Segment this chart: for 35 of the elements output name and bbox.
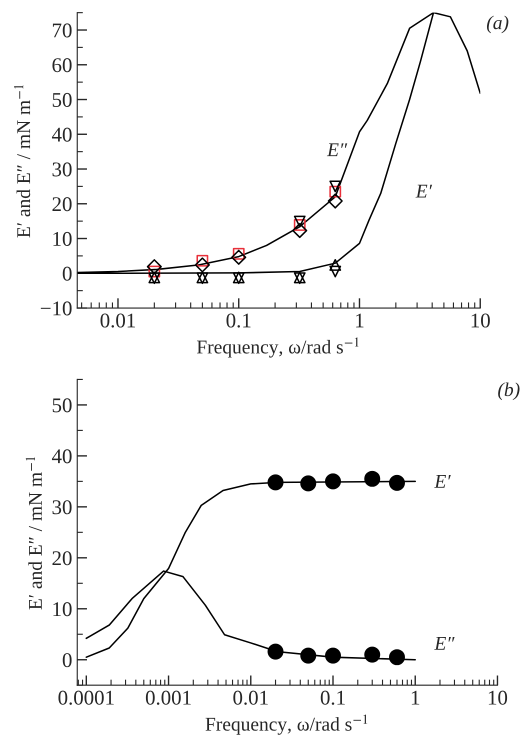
y-axis-title: E′ and E″ / mN m$^{−1}$ — [14, 84, 30, 238]
y-tick-label: 40 — [52, 449, 72, 464]
y-tick-label: 20 — [52, 197, 72, 212]
annotation: E″ — [434, 637, 455, 650]
y-tick-label: 50 — [52, 398, 72, 412]
x-tick-label: 10 — [472, 313, 490, 328]
x-tick-label: 0.0001 — [58, 690, 114, 705]
y-tick-label: 20 — [52, 551, 72, 566]
y-tick-label: 60 — [52, 58, 72, 72]
x-tick-label: 0.1 — [320, 690, 345, 705]
x-tick-label: 1 — [412, 690, 420, 705]
x-tick-label: 10 — [488, 690, 508, 705]
y-tick-label: 30 — [52, 500, 72, 514]
annotation: E″ — [326, 143, 348, 156]
y-tick-label: −10 — [40, 301, 72, 316]
text: (b) — [498, 382, 520, 400]
annotation: E′ — [416, 184, 432, 198]
x-tick-label: 1 — [356, 314, 364, 328]
annotation: E′ — [434, 474, 451, 488]
y-tick-label: 30 — [52, 162, 72, 176]
text: (a) — [486, 16, 508, 34]
x-tick-label: 0.01 — [233, 690, 268, 705]
y-tick-label: 10 — [53, 602, 72, 616]
y-tick-label: 50 — [52, 92, 72, 107]
y-tick-label: 0 — [62, 653, 72, 668]
x-tick-label: 0.001 — [146, 690, 191, 705]
y-tick-label: 40 — [52, 128, 72, 142]
y-tick-label: 70 — [52, 23, 72, 38]
y-tick-label: 0 — [62, 266, 72, 281]
x-axis-title: Frequency, ω/rad s$^{−1}$ — [206, 714, 368, 735]
x-tick-label: 0.01 — [100, 313, 135, 328]
y-axis-title: E′ and E″ / mN m$^{−1}$ — [26, 456, 42, 610]
x-tick-label: 0.1 — [226, 313, 251, 328]
x-axis-title: Frequency, ω/rad s$^{−1}$ — [196, 337, 359, 358]
y-tick-label: 10 — [53, 232, 72, 246]
